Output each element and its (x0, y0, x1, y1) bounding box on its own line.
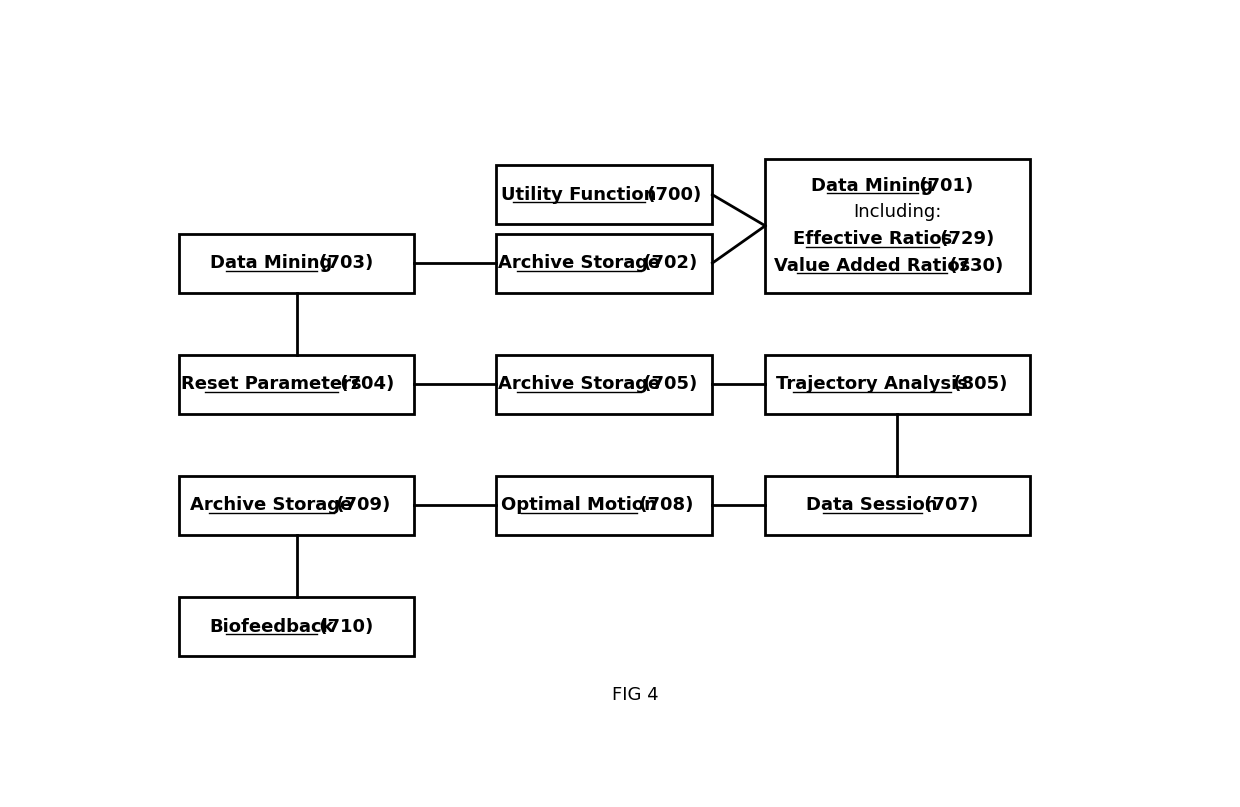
FancyBboxPatch shape (496, 355, 712, 414)
Text: FIG 4: FIG 4 (613, 686, 658, 704)
FancyBboxPatch shape (179, 476, 414, 535)
Text: (701): (701) (914, 177, 973, 194)
Text: Optimal Motion: Optimal Motion (501, 496, 657, 514)
FancyBboxPatch shape (179, 355, 414, 414)
Text: Data Mining: Data Mining (811, 177, 934, 194)
Text: (805): (805) (947, 375, 1007, 393)
Text: (708): (708) (632, 496, 693, 514)
Text: Biofeedback: Biofeedback (210, 617, 334, 636)
FancyBboxPatch shape (179, 597, 414, 656)
Text: (707): (707) (918, 496, 978, 514)
Text: Data Mining: Data Mining (211, 254, 332, 272)
FancyBboxPatch shape (179, 233, 414, 293)
Text: Reset Parameters: Reset Parameters (181, 375, 362, 393)
FancyBboxPatch shape (496, 165, 712, 224)
Text: (729): (729) (935, 230, 994, 248)
Text: Archive Storage: Archive Storage (498, 375, 660, 393)
FancyBboxPatch shape (496, 476, 712, 535)
FancyBboxPatch shape (765, 355, 1029, 414)
Text: Data Session: Data Session (806, 496, 937, 514)
Text: (710): (710) (312, 617, 373, 636)
Text: (700): (700) (641, 186, 702, 203)
FancyBboxPatch shape (496, 233, 712, 293)
Text: Effective Ratios: Effective Ratios (792, 230, 952, 248)
Text: Archive Storage: Archive Storage (498, 254, 660, 272)
Text: Utility Function: Utility Function (501, 186, 657, 203)
FancyBboxPatch shape (765, 159, 1029, 293)
Text: (703): (703) (312, 254, 373, 272)
Text: Archive Storage: Archive Storage (191, 496, 352, 514)
Text: (705): (705) (637, 375, 697, 393)
Text: Value Added Ratios: Value Added Ratios (774, 257, 971, 275)
Text: (709): (709) (330, 496, 389, 514)
Text: (702): (702) (637, 254, 697, 272)
Text: (730): (730) (942, 257, 1003, 275)
Text: Trajectory Analysis: Trajectory Analysis (776, 375, 968, 393)
Text: Including:: Including: (853, 203, 941, 221)
FancyBboxPatch shape (765, 476, 1029, 535)
Text: (704): (704) (334, 375, 394, 393)
